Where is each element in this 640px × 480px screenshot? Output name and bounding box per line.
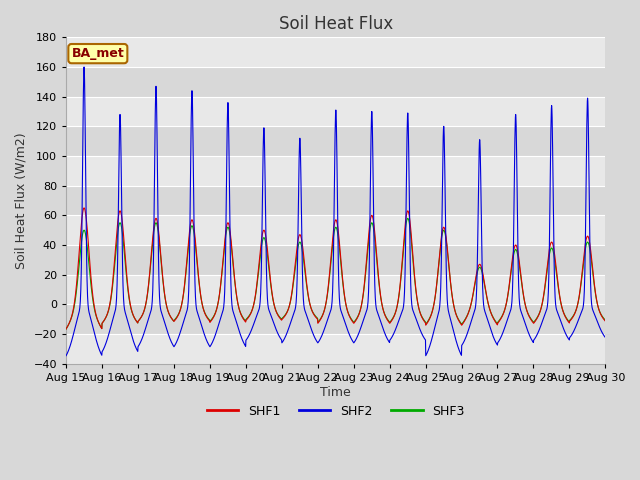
Legend: SHF1, SHF2, SHF3: SHF1, SHF2, SHF3 bbox=[202, 400, 470, 423]
Bar bbox=[66, 156, 605, 186]
Bar bbox=[66, 275, 605, 304]
X-axis label: Time: Time bbox=[321, 385, 351, 398]
Bar bbox=[66, 245, 605, 275]
Bar bbox=[66, 334, 605, 364]
Bar bbox=[66, 67, 605, 96]
Bar bbox=[66, 96, 605, 126]
Y-axis label: Soil Heat Flux (W/m2): Soil Heat Flux (W/m2) bbox=[15, 132, 28, 269]
Title: Soil Heat Flux: Soil Heat Flux bbox=[278, 15, 393, 33]
Bar bbox=[66, 126, 605, 156]
Bar bbox=[66, 186, 605, 216]
Bar bbox=[66, 304, 605, 334]
Text: BA_met: BA_met bbox=[72, 47, 124, 60]
Bar bbox=[66, 216, 605, 245]
Bar bbox=[66, 37, 605, 67]
